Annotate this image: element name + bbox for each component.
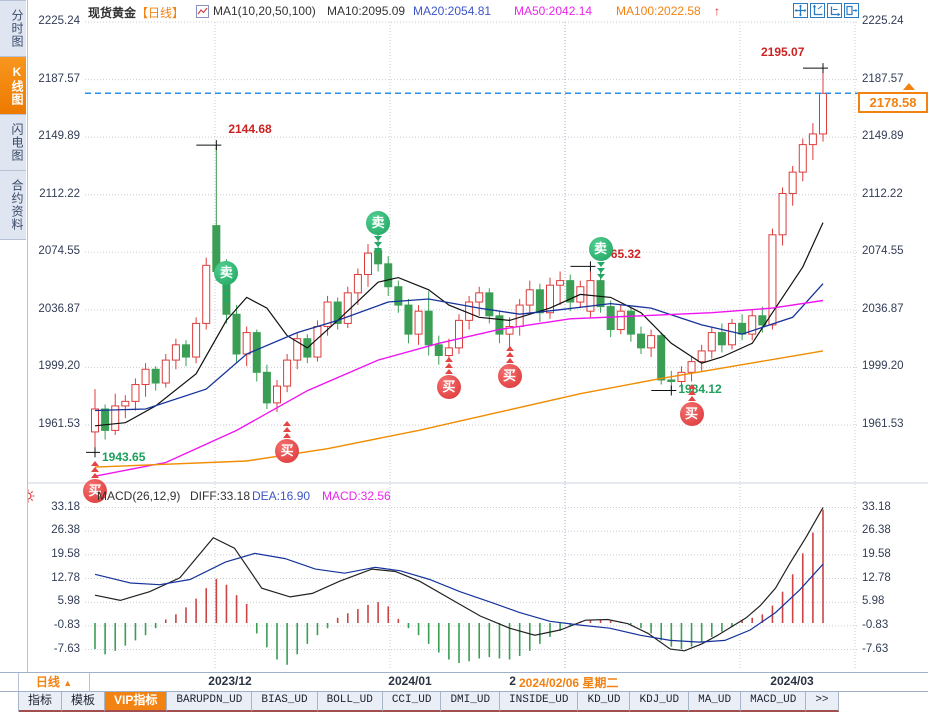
ma20-line	[94, 283, 824, 412]
ma10-line	[94, 222, 824, 427]
indicator-tab-bias_ud[interactable]: BIAS_UD	[252, 692, 318, 712]
indicator-tab-kd_ud[interactable]: KD_UD	[578, 692, 631, 712]
pan-tool-icon[interactable]	[793, 3, 808, 18]
ma100-value: MA100:2022.58	[616, 4, 701, 18]
sidebar-item-kline-chart[interactable]: K线图	[0, 57, 26, 115]
indicator-tab-barupdn_ud[interactable]: BARUPDN_UD	[167, 692, 253, 712]
y-axis-zoom-icon[interactable]	[810, 3, 825, 18]
indicator-tab-[interactable]: >>	[806, 692, 839, 712]
xaxis-strip: 日线 ▲	[0, 672, 928, 692]
chart-type-icon[interactable]	[196, 5, 209, 21]
x-axis-zoom-icon[interactable]	[827, 3, 842, 18]
ma50-value: MA50:2042.14	[514, 4, 593, 18]
sidebar-item-contract-info[interactable]: 合约资料	[0, 171, 26, 240]
ma50-line	[94, 299, 824, 477]
indicator-tab-[interactable]: 模板	[62, 692, 106, 712]
ma100-line	[94, 350, 824, 468]
macd-dea-value: DEA:16.90	[252, 489, 311, 503]
indicator-tab-ma_ud[interactable]: MA_UD	[689, 692, 742, 712]
macd-diff-value: DIFF:33.18	[190, 489, 251, 503]
macd-formula-label: MACD(26,12,9)	[97, 489, 181, 503]
indicator-tab-boll_ud[interactable]: BOLL_UD	[317, 692, 383, 712]
period-bracket: 【日线】	[136, 6, 185, 20]
latest-price-tag: 2178.58	[858, 92, 928, 113]
trend-up-arrow-icon: ↑	[714, 4, 720, 18]
indicator-tab-inside_ud[interactable]: INSIDE_UD	[500, 692, 579, 712]
price-tag-arrow-icon	[903, 83, 915, 90]
sidebar-item-lightning-chart[interactable]: 闪电图	[0, 115, 26, 171]
tabbar-filler	[838, 692, 928, 712]
macd-value: MACD:32.56	[322, 489, 391, 503]
indicator-tab-kdj_ud[interactable]: KDJ_UD	[630, 692, 690, 712]
chart-toolbar	[793, 3, 859, 18]
ma20-value: MA20:2054.81	[413, 4, 492, 18]
indicator-tab-cci_ud[interactable]: CCI_UD	[382, 692, 442, 712]
ma-config-label: MA1(10,20,50,100)	[213, 4, 316, 18]
period-selector[interactable]: 日线 ▲	[19, 673, 90, 691]
indicator-tab-vip[interactable]: VIP指标	[105, 692, 168, 712]
indicator-tab-dmi_ud[interactable]: DMI_UD	[441, 692, 501, 712]
sidebar-item-timeshare-chart[interactable]: 分时图	[0, 0, 26, 57]
indicator-tab-macd_ud[interactable]: MACD_UD	[741, 692, 807, 712]
ma10-value: MA10:2095.09	[327, 4, 406, 18]
chart-title: 现货黄金【日线】	[88, 4, 184, 21]
tabbar-spacer	[0, 692, 19, 712]
indicator-tabbar: 指标 模板 VIP指标 BARUPDN_UD BIAS_UD BOLL_UD CCI_UD D…	[0, 692, 928, 712]
indicator-tab-[interactable]: 指标	[19, 692, 63, 712]
detach-window-icon[interactable]	[844, 3, 859, 18]
instrument-name: 现货黄金	[88, 6, 137, 20]
strip-spacer	[0, 673, 19, 691]
sidebar: 分时图 K线图 闪电图 合约资料	[0, 0, 28, 672]
